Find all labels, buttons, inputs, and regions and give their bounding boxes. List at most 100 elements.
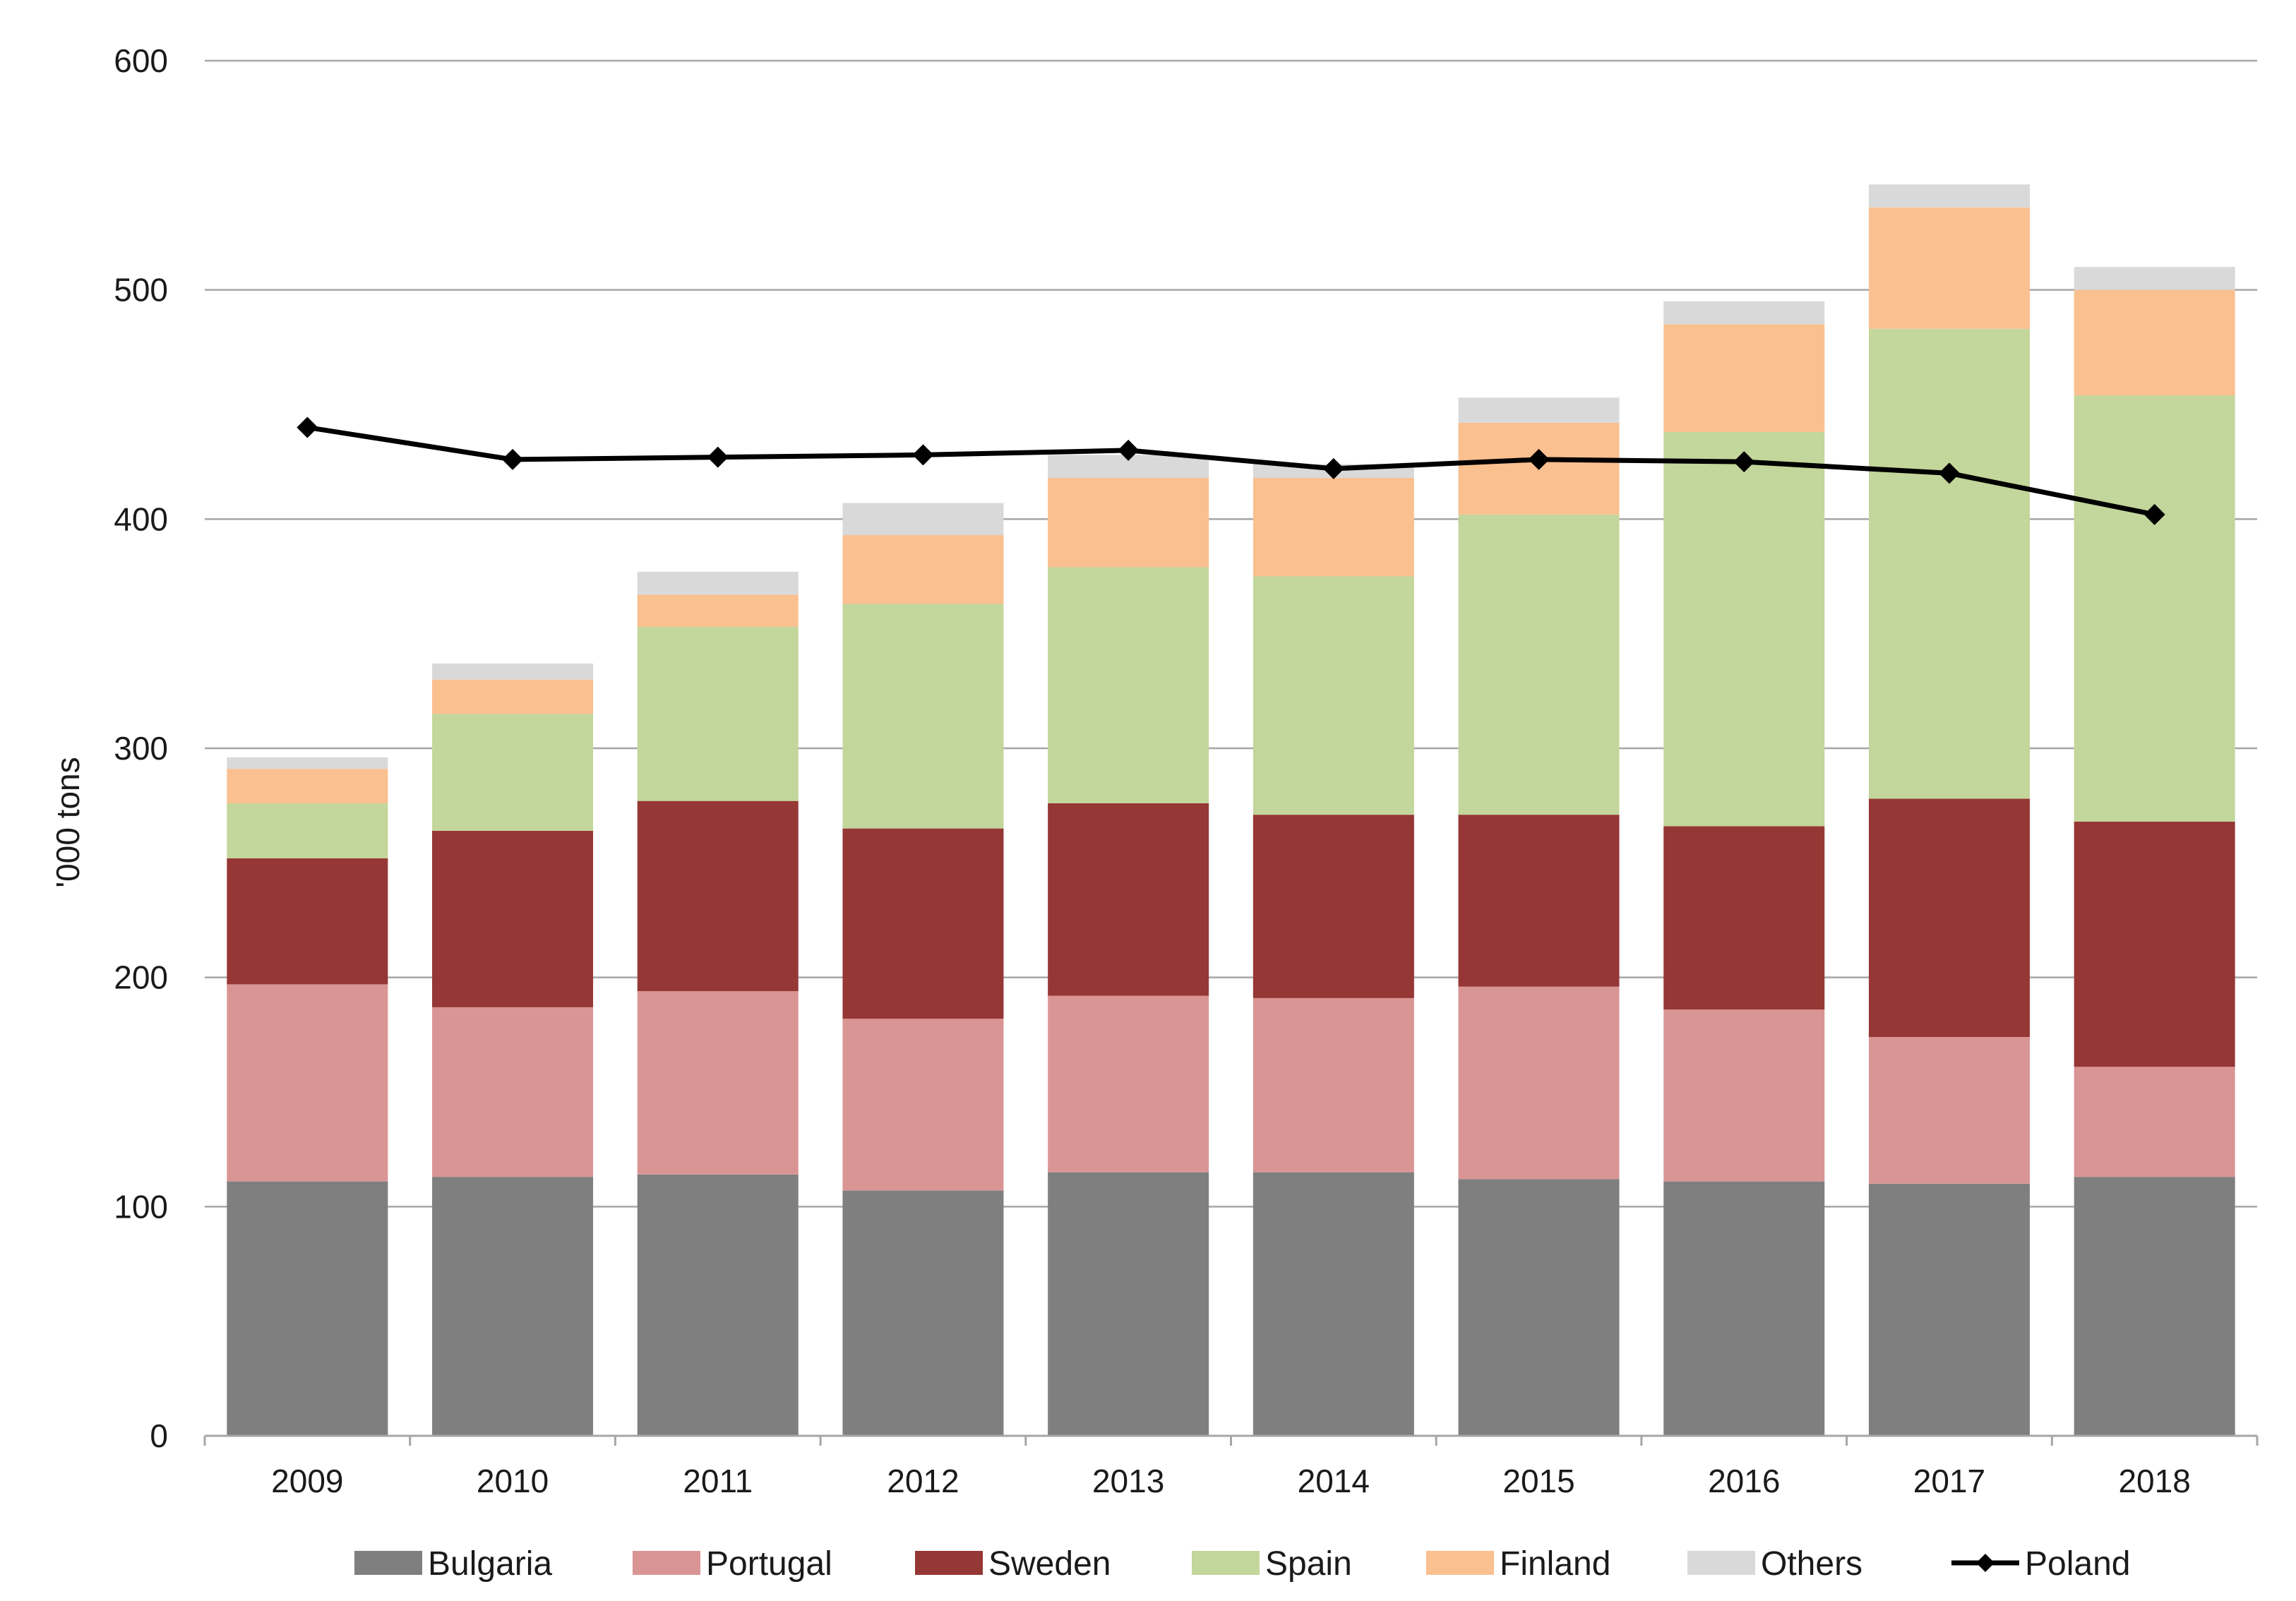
bar-portugal-2016 bbox=[1663, 1009, 1825, 1182]
y-tick-label: 0 bbox=[150, 1417, 168, 1454]
bars bbox=[227, 184, 2235, 1436]
bar-bulgaria-2012 bbox=[842, 1190, 1004, 1436]
x-tick-label-2015: 2015 bbox=[1502, 1463, 1574, 1499]
bar-spain-2012 bbox=[842, 604, 1004, 829]
bar-finland-2012 bbox=[842, 535, 1004, 604]
bar-others-2017 bbox=[1868, 184, 2030, 208]
bar-bulgaria-2018 bbox=[2074, 1177, 2235, 1436]
point-poland-2014 bbox=[1322, 457, 1344, 479]
x-tick-label-2013: 2013 bbox=[1092, 1463, 1164, 1499]
bar-finland-2014 bbox=[1252, 477, 1414, 577]
bar-sweden-2009 bbox=[227, 858, 388, 985]
bar-spain-2011 bbox=[637, 626, 799, 801]
bar-finland-2016 bbox=[1663, 324, 1825, 432]
legend-swatch-spain bbox=[1192, 1551, 1260, 1575]
legend-item-finland: Finland bbox=[1426, 1545, 1610, 1583]
bar-sweden-2014 bbox=[1252, 815, 1414, 998]
bar-spain-2015 bbox=[1458, 514, 1620, 815]
bar-sweden-2016 bbox=[1663, 826, 1825, 1010]
bar-spain-2010 bbox=[432, 714, 594, 831]
legend-swatch-finland bbox=[1426, 1551, 1494, 1575]
bar-spain-2018 bbox=[2074, 395, 2235, 822]
point-poland-2016 bbox=[1733, 451, 1755, 473]
bar-others-2011 bbox=[637, 572, 799, 595]
bar-spain-2013 bbox=[1048, 567, 1209, 803]
bar-portugal-2009 bbox=[227, 984, 388, 1182]
bar-others-2016 bbox=[1663, 301, 1825, 325]
legend-label-others: Others bbox=[1761, 1545, 1862, 1583]
y-tick-label: 200 bbox=[114, 959, 168, 996]
bar-finland-2010 bbox=[432, 679, 594, 714]
y-tick-label: 600 bbox=[114, 42, 168, 79]
bar-finland-2013 bbox=[1048, 477, 1209, 568]
x-tick-label-2010: 2010 bbox=[477, 1463, 549, 1499]
x-tick-label-2018: 2018 bbox=[2118, 1463, 2190, 1499]
bar-sweden-2017 bbox=[1868, 798, 2030, 1038]
x-tick-label-2017: 2017 bbox=[1913, 1463, 1985, 1499]
bar-bulgaria-2017 bbox=[1868, 1183, 2030, 1436]
bar-others-2015 bbox=[1458, 397, 1620, 423]
y-tick-label: 400 bbox=[114, 500, 168, 537]
point-poland-2015 bbox=[1528, 448, 1550, 470]
legend-item-sweden: Sweden bbox=[915, 1545, 1111, 1583]
y-tick-label: 500 bbox=[114, 272, 168, 308]
bar-others-2010 bbox=[432, 663, 594, 680]
bar-finland-2017 bbox=[1868, 207, 2030, 329]
legend-item-bulgaria: Bulgaria bbox=[354, 1545, 552, 1583]
point-poland-2013 bbox=[1118, 439, 1140, 461]
bar-portugal-2017 bbox=[1868, 1037, 2030, 1184]
legend-label-finland: Finland bbox=[1500, 1545, 1610, 1583]
legend-label-sweden: Sweden bbox=[988, 1545, 1111, 1583]
point-poland-2009 bbox=[297, 416, 318, 438]
point-poland-2010 bbox=[502, 448, 524, 470]
bar-sweden-2013 bbox=[1048, 803, 1209, 996]
bar-spain-2014 bbox=[1252, 576, 1414, 815]
bar-sweden-2011 bbox=[637, 800, 799, 992]
x-tick-label-2014: 2014 bbox=[1298, 1463, 1370, 1499]
bar-others-2012 bbox=[842, 503, 1004, 536]
line-poland bbox=[306, 425, 2156, 517]
y-tick-label: 100 bbox=[114, 1188, 168, 1225]
y-axis-title: '000 tons bbox=[49, 757, 86, 887]
bar-others-2018 bbox=[2074, 267, 2235, 290]
x-tick-label-2011: 2011 bbox=[683, 1463, 753, 1499]
bar-portugal-2018 bbox=[2074, 1067, 2235, 1177]
bar-finland-2009 bbox=[227, 769, 388, 803]
legend-item-others: Others bbox=[1687, 1545, 1862, 1583]
legend-swatch-portugal bbox=[633, 1551, 700, 1575]
bar-portugal-2012 bbox=[842, 1019, 1004, 1191]
legend-label-bulgaria: Bulgaria bbox=[428, 1545, 552, 1583]
bar-portugal-2010 bbox=[432, 1007, 594, 1177]
x-tick-label-2012: 2012 bbox=[887, 1463, 959, 1499]
bar-bulgaria-2011 bbox=[637, 1174, 799, 1436]
bar-bulgaria-2013 bbox=[1048, 1172, 1209, 1436]
bar-sweden-2018 bbox=[2074, 821, 2235, 1067]
point-poland-2011 bbox=[707, 446, 729, 468]
bar-bulgaria-2010 bbox=[432, 1177, 594, 1436]
bar-sweden-2015 bbox=[1458, 815, 1620, 987]
axes: 0 100 200 300 400 500 600 2009 2010 2011 2012 2013 2… bbox=[114, 42, 2259, 1499]
bar-bulgaria-2015 bbox=[1458, 1179, 1620, 1436]
legend-label-spain: Spain bbox=[1265, 1545, 1352, 1583]
bar-finland-2011 bbox=[637, 594, 799, 627]
bar-bulgaria-2016 bbox=[1663, 1181, 1825, 1436]
bar-sweden-2010 bbox=[432, 830, 594, 1007]
legend-item-poland: Poland bbox=[1951, 1545, 2130, 1583]
bar-finland-2018 bbox=[2074, 289, 2235, 396]
bar-sweden-2012 bbox=[842, 828, 1004, 1019]
bar-spain-2017 bbox=[1868, 328, 2030, 799]
legend-swatch-sweden bbox=[915, 1551, 983, 1575]
bar-spain-2009 bbox=[227, 803, 388, 858]
legend: Bulgaria Portugal Sweden Spain Finland Others… bbox=[354, 1545, 2130, 1583]
legend-marker-poland bbox=[1976, 1554, 1995, 1572]
bar-bulgaria-2009 bbox=[227, 1181, 388, 1436]
poland-line bbox=[297, 416, 2165, 525]
point-poland-2018 bbox=[2143, 503, 2165, 525]
bar-bulgaria-2014 bbox=[1252, 1172, 1414, 1436]
x-tick-label-2016: 2016 bbox=[1708, 1463, 1780, 1499]
bar-portugal-2011 bbox=[637, 991, 799, 1175]
bar-portugal-2015 bbox=[1458, 986, 1620, 1180]
legend-swatch-bulgaria bbox=[354, 1551, 422, 1575]
